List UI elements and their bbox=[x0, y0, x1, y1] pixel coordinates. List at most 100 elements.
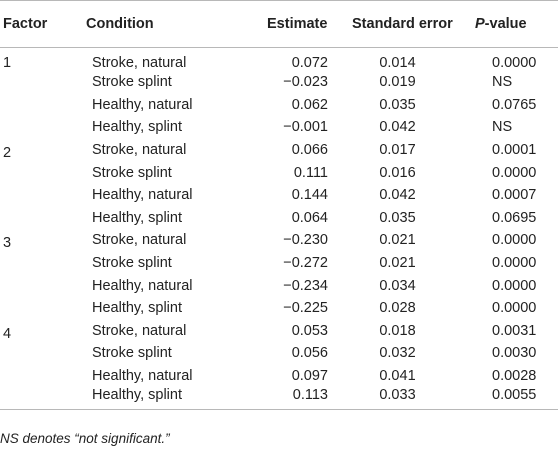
cell-factor bbox=[0, 274, 86, 297]
cell-standard-error: 0.035 bbox=[379, 96, 416, 113]
cell-standard-error: 0.034 bbox=[379, 277, 416, 294]
table-row: Healthy, splint −0.225 0.028 0.0000 bbox=[0, 297, 558, 320]
cell-p-value: 0.0007 bbox=[492, 187, 537, 204]
cell-p-value: 0.0695 bbox=[492, 209, 537, 226]
cell-standard-error: 0.033 bbox=[379, 387, 416, 404]
cell-condition: Stroke, natural bbox=[92, 232, 187, 249]
cell-estimate: 0.056 bbox=[291, 345, 328, 362]
cell-estimate: 0.113 bbox=[292, 387, 328, 404]
cell-standard-error: 0.035 bbox=[379, 209, 416, 226]
cell-estimate: 0.144 bbox=[291, 187, 328, 204]
table-row: Stroke splint −0.272 0.021 0.0000 bbox=[0, 252, 558, 275]
cell-factor bbox=[0, 387, 86, 410]
table-row: Stroke splint 0.111 0.016 0.0000 bbox=[0, 161, 558, 184]
table-row: 4 Stroke, natural 0.053 0.018 0.0031 bbox=[0, 320, 558, 343]
cell-factor: 2 bbox=[3, 144, 12, 161]
cell-factor: 1 bbox=[3, 55, 12, 71]
header-condition: Condition bbox=[86, 0, 222, 48]
cell-estimate: 0.066 bbox=[291, 142, 328, 159]
cell-p-value: 0.0000 bbox=[492, 277, 537, 294]
cell-p-value: 0.0000 bbox=[492, 300, 537, 317]
cell-standard-error: 0.041 bbox=[379, 368, 416, 385]
cell-factor bbox=[0, 184, 86, 207]
cell-estimate: −0.001 bbox=[283, 119, 328, 136]
cell-p-value: 0.0031 bbox=[492, 322, 537, 339]
cell-standard-error: 0.014 bbox=[379, 55, 416, 71]
cell-condition: Healthy, natural bbox=[92, 368, 193, 385]
cell-factor bbox=[0, 116, 86, 139]
cell-condition: Healthy, splint bbox=[92, 209, 182, 226]
cell-condition: Stroke, natural bbox=[92, 55, 187, 71]
cell-p-value: 0.0765 bbox=[492, 96, 537, 113]
cell-p-value: NS bbox=[492, 74, 513, 91]
cell-p-value: 0.0000 bbox=[492, 55, 537, 71]
header-p-suffix: -value bbox=[484, 16, 527, 32]
cell-estimate: 0.111 bbox=[293, 164, 328, 181]
table-row: Healthy, natural 0.097 0.041 0.0028 bbox=[0, 365, 558, 388]
cell-estimate: −0.234 bbox=[283, 277, 328, 294]
header-factor: Factor bbox=[0, 0, 86, 48]
cell-p-value: 0.0000 bbox=[492, 255, 537, 272]
table-row: Healthy, natural 0.144 0.042 0.0007 bbox=[0, 184, 558, 207]
cell-condition: Stroke, natural bbox=[92, 322, 187, 339]
cell-standard-error: 0.042 bbox=[379, 187, 416, 204]
cell-estimate: −0.230 bbox=[283, 232, 328, 249]
header-p-italic: P bbox=[475, 16, 485, 32]
cell-factor: 3 bbox=[3, 235, 12, 252]
cell-factor: 4 bbox=[3, 325, 12, 342]
cell-estimate: 0.072 bbox=[291, 55, 328, 71]
cell-estimate: 0.053 bbox=[291, 322, 328, 339]
table-row: Healthy, splint 0.064 0.035 0.0695 bbox=[0, 207, 558, 230]
results-table: Factor Condition Estimate Standard error… bbox=[0, 0, 558, 410]
table-row: Healthy, splint −0.001 0.042 NS bbox=[0, 116, 558, 139]
cell-estimate: 0.064 bbox=[291, 209, 328, 226]
table-row: Stroke splint −0.023 0.019 NS bbox=[0, 71, 558, 94]
cell-condition: Healthy, splint bbox=[92, 300, 182, 317]
table-header: Factor Condition Estimate Standard error… bbox=[0, 0, 558, 48]
cell-standard-error: 0.028 bbox=[379, 300, 416, 317]
cell-condition: Stroke splint bbox=[92, 74, 172, 91]
cell-standard-error: 0.019 bbox=[379, 74, 416, 91]
cell-factor bbox=[0, 365, 86, 388]
cell-factor bbox=[0, 94, 86, 117]
table-row: Healthy, natural −0.234 0.034 0.0000 bbox=[0, 274, 558, 297]
cell-p-value: NS bbox=[492, 119, 513, 136]
table-row: Healthy, splint 0.113 0.033 0.0055 bbox=[0, 387, 558, 410]
cell-factor bbox=[0, 252, 86, 275]
header-p-value: P-value bbox=[463, 0, 558, 48]
cell-standard-error: 0.017 bbox=[379, 142, 416, 159]
cell-condition: Stroke splint bbox=[92, 164, 172, 181]
table-row: 3 Stroke, natural −0.230 0.021 0.0000 bbox=[0, 229, 558, 252]
cell-standard-error: 0.016 bbox=[379, 164, 416, 181]
cell-condition: Healthy, splint bbox=[92, 119, 182, 136]
cell-estimate: −0.225 bbox=[283, 300, 328, 317]
cell-standard-error: 0.018 bbox=[379, 322, 416, 339]
table-body: 1 Stroke, natural 0.072 0.014 0.0000 Stroke s… bbox=[0, 48, 558, 410]
cell-condition: Healthy, natural bbox=[92, 277, 193, 294]
cell-condition: Stroke, natural bbox=[92, 142, 187, 159]
cell-estimate: −0.023 bbox=[283, 74, 328, 91]
cell-factor bbox=[0, 342, 86, 365]
table-footnote: NS denotes “not significant.” bbox=[0, 431, 170, 446]
cell-condition: Healthy, natural bbox=[92, 96, 193, 113]
cell-p-value: 0.0000 bbox=[492, 164, 537, 181]
cell-p-value: 0.0028 bbox=[492, 368, 537, 385]
header-standard-error: Standard error bbox=[340, 0, 463, 48]
cell-standard-error: 0.042 bbox=[379, 119, 416, 136]
cell-factor bbox=[0, 161, 86, 184]
cell-p-value: 0.0001 bbox=[492, 142, 537, 159]
cell-factor bbox=[0, 71, 86, 94]
cell-standard-error: 0.021 bbox=[379, 232, 416, 249]
cell-condition: Healthy, natural bbox=[92, 187, 193, 204]
cell-condition: Healthy, splint bbox=[92, 387, 182, 404]
cell-estimate: −0.272 bbox=[283, 255, 328, 272]
cell-standard-error: 0.032 bbox=[379, 345, 416, 362]
header-estimate: Estimate bbox=[222, 0, 340, 48]
cell-condition: Stroke splint bbox=[92, 255, 172, 272]
cell-p-value: 0.0000 bbox=[492, 232, 537, 249]
cell-estimate: 0.062 bbox=[291, 96, 328, 113]
cell-p-value: 0.0030 bbox=[492, 345, 537, 362]
cell-p-value: 0.0055 bbox=[492, 387, 537, 404]
table-row: 1 Stroke, natural 0.072 0.014 0.0000 bbox=[0, 48, 558, 71]
